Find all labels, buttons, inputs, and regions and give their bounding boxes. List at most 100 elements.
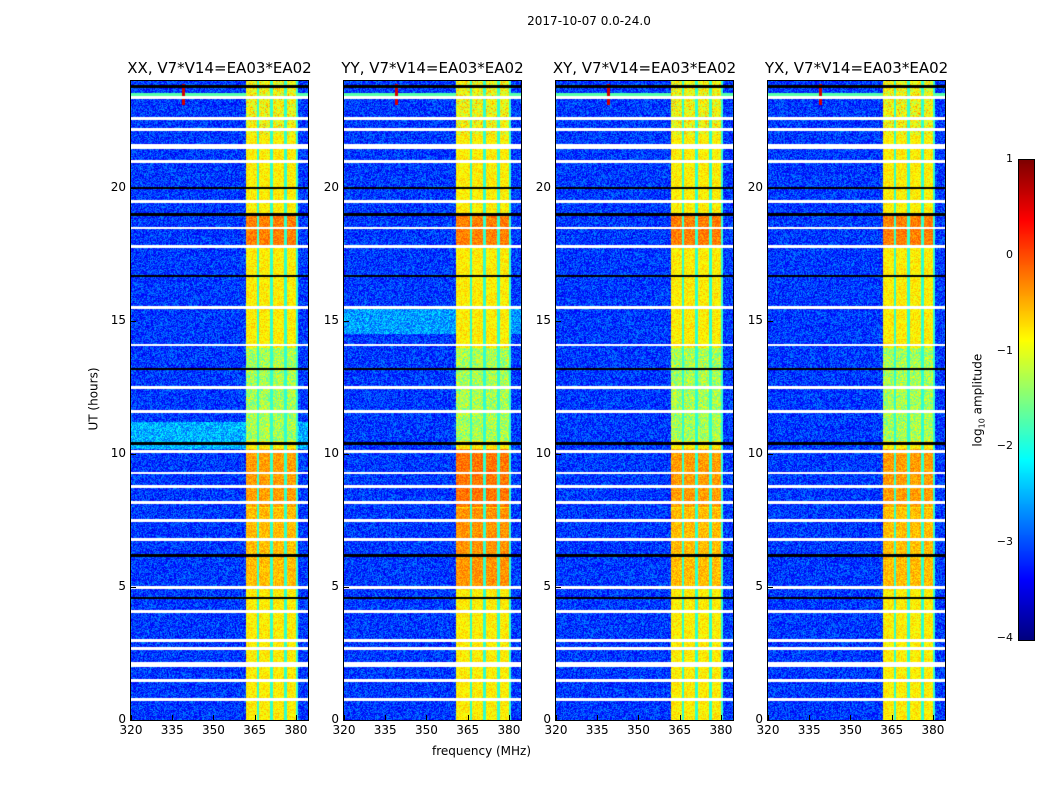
y-tick-mark xyxy=(344,586,349,588)
panel-title: YY, V7*V14=EA03*EA02 xyxy=(341,59,524,77)
x-tick-mark xyxy=(295,715,297,720)
y-tick-mark xyxy=(131,187,136,189)
x-tick-mark xyxy=(131,715,132,720)
x-tick-label: 350 xyxy=(202,723,225,737)
x-tick-label: 380 xyxy=(284,723,308,737)
y-tick-mark xyxy=(768,586,773,588)
figure-title: 2017-10-07 0.0-24.0 xyxy=(527,14,651,28)
colorbar-gradient xyxy=(1019,160,1034,640)
x-tick-mark xyxy=(254,715,256,720)
y-tick-mark xyxy=(556,187,561,189)
x-tick-label: 350 xyxy=(415,723,438,737)
y-tick-label: 0 xyxy=(755,712,763,726)
y-tick-label: 15 xyxy=(747,312,763,327)
heatmap-image xyxy=(344,81,521,720)
heatmap-panel xyxy=(343,80,522,721)
heatmap-panel xyxy=(130,80,309,721)
x-tick-mark xyxy=(172,715,174,720)
y-tick-label: 10 xyxy=(747,445,763,460)
y-tick-mark xyxy=(131,720,136,721)
x-tick-label: 380 xyxy=(921,723,945,737)
x-tick-mark xyxy=(638,715,640,720)
x-tick-label: 350 xyxy=(839,723,862,737)
heatmap-panel xyxy=(555,80,734,721)
x-tick-label: 350 xyxy=(627,723,650,737)
x-tick-label: 335 xyxy=(160,723,184,737)
panel-title: YX, V7*V14=EA03*EA02 xyxy=(764,59,949,77)
x-tick-mark xyxy=(344,715,345,720)
y-tick-mark xyxy=(768,320,773,322)
y-tick-label: 5 xyxy=(331,578,339,593)
x-tick-label: 365 xyxy=(243,723,267,737)
panel-title: XX, V7*V14=EA03*EA02 xyxy=(127,59,312,77)
y-tick-label: 20 xyxy=(323,179,339,194)
y-tick-label: 0 xyxy=(331,712,339,726)
y-tick-mark xyxy=(344,320,349,322)
y-tick-label: 15 xyxy=(535,312,551,327)
y-tick-mark xyxy=(768,453,773,455)
y-axis-label: UT (hours) xyxy=(86,367,101,431)
y-tick-label: 10 xyxy=(535,445,551,460)
y-tick-label: 10 xyxy=(110,445,126,460)
x-tick-mark xyxy=(679,715,681,720)
y-tick-mark xyxy=(131,586,136,588)
x-tick-label: 335 xyxy=(797,723,821,737)
colorbar-tick-label: −3 xyxy=(996,535,1013,549)
x-axis-label: frequency (MHz) xyxy=(432,744,532,758)
colorbar-tick-label: 0 xyxy=(1006,247,1013,261)
x-tick-label: 380 xyxy=(497,723,521,737)
colorbar-tick-label: −1 xyxy=(996,343,1013,357)
x-tick-label: 320 xyxy=(544,723,568,737)
x-tick-mark xyxy=(467,715,469,720)
x-tick-mark xyxy=(891,715,893,720)
y-tick-label: 15 xyxy=(110,312,126,327)
y-tick-mark xyxy=(344,187,349,189)
x-tick-mark xyxy=(213,715,215,720)
x-tick-mark xyxy=(932,715,934,720)
y-tick-mark xyxy=(344,720,349,721)
panel-title: XY, V7*V14=EA03*EA02 xyxy=(552,59,737,77)
y-tick-mark xyxy=(556,320,561,322)
y-tick-label: 20 xyxy=(535,179,551,194)
colorbar-label: log10 amplitude xyxy=(970,353,987,447)
heatmap-panel xyxy=(767,80,946,721)
colorbar xyxy=(1018,159,1035,641)
x-tick-label: 365 xyxy=(668,723,692,737)
colorbar-tick-label: 1 xyxy=(1006,152,1013,165)
y-tick-label: 5 xyxy=(755,578,763,593)
x-tick-label: 365 xyxy=(880,723,904,737)
y-tick-label: 10 xyxy=(323,445,339,460)
y-tick-mark xyxy=(131,453,136,455)
x-tick-mark xyxy=(508,715,510,720)
x-tick-label: 365 xyxy=(456,723,480,737)
y-tick-label: 20 xyxy=(747,179,763,194)
x-tick-mark xyxy=(385,715,387,720)
x-tick-label: 320 xyxy=(756,723,780,737)
y-tick-label: 0 xyxy=(543,712,551,726)
y-tick-mark xyxy=(556,720,561,721)
y-tick-label: 0 xyxy=(118,712,126,726)
y-tick-label: 15 xyxy=(323,312,339,327)
y-tick-label: 5 xyxy=(118,578,126,593)
y-tick-mark xyxy=(131,320,136,322)
x-tick-mark xyxy=(809,715,811,720)
colorbar-tick-label: −4 xyxy=(996,631,1013,644)
x-tick-label: 335 xyxy=(585,723,609,737)
y-tick-label: 5 xyxy=(543,578,551,593)
heatmap-image xyxy=(131,81,308,720)
y-tick-mark xyxy=(556,586,561,588)
y-tick-label: 20 xyxy=(110,179,126,194)
x-tick-label: 320 xyxy=(332,723,356,737)
x-tick-label: 380 xyxy=(709,723,733,737)
y-tick-mark xyxy=(556,453,561,455)
x-tick-mark xyxy=(597,715,599,720)
y-tick-mark xyxy=(344,453,349,455)
x-tick-mark xyxy=(768,715,769,720)
x-tick-mark xyxy=(426,715,428,720)
colorbar-tick-label: −2 xyxy=(996,439,1013,453)
x-tick-mark xyxy=(720,715,722,720)
x-tick-mark xyxy=(556,715,557,720)
heatmap-image xyxy=(768,81,945,720)
x-tick-mark xyxy=(850,715,852,720)
y-tick-mark xyxy=(768,187,773,189)
